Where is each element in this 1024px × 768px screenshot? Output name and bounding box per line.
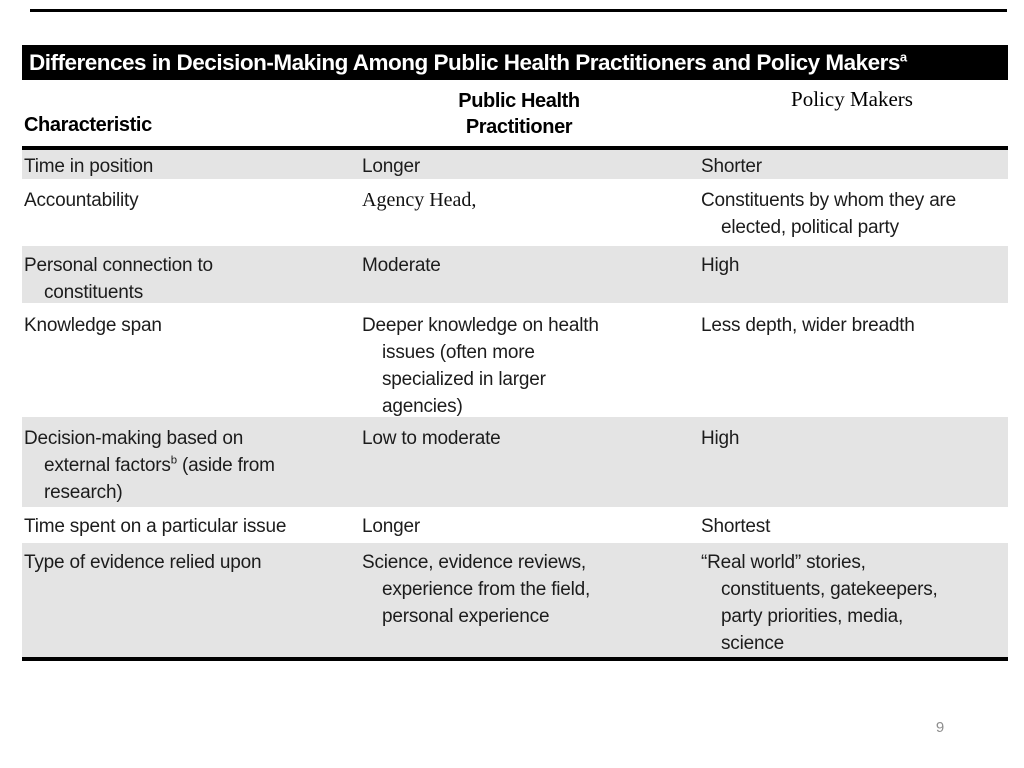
cell-text: “Real world” stories, — [701, 552, 866, 573]
cell-text: external factorsb (aside from — [24, 452, 362, 479]
cell-characteristic: Personal connection to constituents — [22, 252, 362, 303]
cell-text: issues (often more — [382, 342, 535, 363]
cell-characteristic: Time in position — [22, 153, 362, 179]
cell-practitioner: Science, evidence reviews, experience fr… — [362, 549, 701, 657]
cell-practitioner: Longer — [362, 153, 701, 179]
table-title-superscript: a — [899, 49, 907, 65]
cell-text: Deeper knowledge on health — [362, 315, 599, 336]
cell-policy-makers: Constituents by whom they are elected, p… — [701, 187, 1008, 246]
cell-text: constituents, gatekeepers, — [721, 579, 938, 600]
cell-practitioner: Low to moderate — [362, 425, 701, 507]
cell-text: Less depth, wider breadth — [701, 315, 915, 336]
column-header-line: Practitioner — [465, 116, 573, 138]
cell-text-fragment: external factors — [44, 455, 171, 476]
cell-text: Personal connection to — [24, 255, 213, 276]
table-title-bar: Differences in Decision-Making Among Pub… — [22, 45, 1008, 80]
cell-policy-makers: Less depth, wider breadth — [701, 312, 1008, 417]
table-title: Differences in Decision-Making Among Pub… — [29, 50, 900, 75]
table-row: Time spent on a particular issue Longer … — [22, 507, 1008, 543]
cell-text: science — [721, 633, 785, 654]
cell-characteristic: Knowledge span — [22, 312, 362, 417]
cell-characteristic: Accountability — [22, 187, 362, 246]
cell-text: personal experience — [382, 606, 550, 627]
cell-policy-makers: Shortest — [701, 513, 1008, 543]
cell-practitioner: Deeper knowledge on health issues (often… — [362, 312, 701, 417]
footnote-superscript: b — [170, 454, 177, 467]
table-row: Accountability Agency Head, Constituents… — [22, 179, 1008, 246]
table-bottom-rule — [22, 657, 1008, 661]
slide-top-rule — [30, 9, 1007, 12]
cell-text: High — [701, 255, 740, 276]
cell-policy-makers: Shorter — [701, 153, 1008, 179]
table-row: Decision-making based on external factor… — [22, 417, 1008, 507]
cell-text: High — [701, 428, 740, 449]
cell-text: research) — [44, 482, 123, 503]
cell-characteristic: Decision-making based on external factor… — [22, 425, 362, 507]
cell-practitioner: Longer — [362, 513, 701, 543]
slide-page-number: 9 — [935, 719, 945, 736]
cell-text-fragment: (aside from — [181, 455, 275, 476]
table-row: Personal connection to constituents Mode… — [22, 246, 1008, 303]
cell-text: party priorities, media, — [721, 606, 904, 627]
cell-text: elected, political party — [721, 217, 899, 238]
cell-text: Time spent on a particular issue — [24, 516, 287, 537]
cell-practitioner: Moderate — [362, 252, 701, 303]
cell-policy-makers: High — [701, 425, 1008, 507]
cell-text: Longer — [362, 516, 420, 537]
cell-text: Constituents by whom they are — [701, 190, 957, 211]
table-row: Type of evidence relied upon Science, ev… — [22, 543, 1008, 657]
cell-text: Low to moderate — [362, 428, 501, 449]
cell-text: constituents — [44, 282, 143, 303]
cell-text: Longer — [362, 156, 420, 177]
cell-text: Time in position — [24, 156, 154, 177]
cell-text: Science, evidence reviews, — [362, 552, 586, 573]
column-header-public-health-practitioner: Public Health Practitioner — [364, 88, 674, 140]
table-row: Knowledge span Deeper knowledge on healt… — [22, 303, 1008, 417]
table-body: Time in position Longer Shorter Accounta… — [22, 150, 1008, 657]
cell-text: Type of evidence relied upon — [24, 552, 262, 573]
cell-text: experience from the field, — [382, 579, 591, 600]
cell-text: Moderate — [362, 255, 441, 276]
cell-text: specialized in larger — [382, 369, 546, 390]
table-row: Time in position Longer Shorter — [22, 150, 1008, 179]
column-header-line: Public Health — [458, 90, 580, 112]
cell-policy-makers: “Real world” stories, constituents, gate… — [701, 549, 1008, 657]
cell-text: Shortest — [701, 516, 771, 537]
cell-text: Knowledge span — [24, 315, 162, 336]
cell-characteristic: Time spent on a particular issue — [22, 513, 362, 543]
header-divider-rule — [22, 146, 1008, 150]
cell-text: Shorter — [701, 156, 762, 177]
cell-practitioner: Agency Head, — [362, 187, 701, 246]
cell-characteristic: Type of evidence relied upon — [22, 549, 362, 657]
column-header-policy-makers: Policy Makers — [791, 87, 913, 111]
cell-text: Agency Head, — [362, 189, 477, 211]
cell-text: Accountability — [24, 190, 139, 211]
cell-text: agencies) — [382, 396, 463, 417]
cell-text: Decision-making based on — [24, 428, 244, 449]
column-header-characteristic: Characteristic — [24, 114, 152, 136]
cell-policy-makers: High — [701, 252, 1008, 303]
